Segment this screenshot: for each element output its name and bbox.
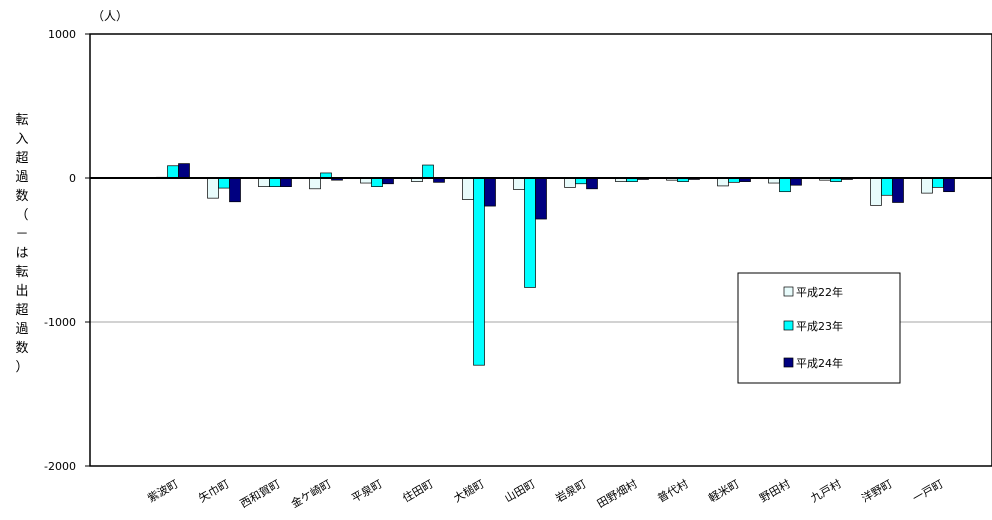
bar (309, 177, 321, 190)
bar (218, 177, 230, 189)
bar (167, 165, 179, 179)
y-tick-label: -2000 (44, 460, 76, 473)
bar (892, 177, 904, 203)
y-axis-label: 転入超過数（－は転出超過数） (15, 113, 28, 375)
category-labels: 紫波町 矢巾町 西和賀町 金ケ崎町 平泉町 住田町 大槌町 山田町 岩泉町 田野畑村 普代村 軽米町野… (145, 476, 945, 510)
y-tick-label: -1000 (44, 316, 76, 329)
bar (207, 177, 219, 199)
category-label: 平泉町 (349, 476, 385, 505)
category-label: 山田町 (502, 477, 537, 505)
category-label: 普代村 (655, 476, 691, 505)
bar (229, 177, 241, 203)
bar (921, 177, 933, 194)
bar (371, 177, 383, 187)
bar (269, 177, 281, 187)
bar (564, 177, 576, 188)
category-label: 紫波町 (145, 477, 180, 505)
bar (513, 177, 525, 190)
bar (932, 177, 944, 188)
y-ticks: 1000 0 -1000 -2000 (44, 28, 90, 473)
y-tick-label: 1000 (48, 28, 76, 41)
bar (881, 177, 893, 196)
bar (422, 164, 434, 179)
category-label: 大槌町 (451, 476, 487, 505)
bar (524, 177, 536, 288)
bar (178, 163, 190, 179)
category-label: 洋野町 (859, 476, 895, 505)
legend-swatch (783, 320, 794, 331)
bar (535, 177, 547, 220)
category-label: 九戸村 (808, 476, 844, 505)
legend-swatch (783, 286, 794, 297)
bar (258, 177, 270, 187)
category-label: 住田町 (400, 476, 436, 505)
legend-label: 平成22年 (796, 285, 843, 299)
bar (586, 177, 598, 190)
category-label: 野田村 (757, 476, 793, 505)
legend-label: 平成23年 (796, 319, 843, 333)
category-label: 一戸町 (910, 477, 945, 505)
unit-label: （人） (92, 9, 128, 23)
bar (870, 177, 882, 206)
bar (473, 177, 485, 366)
category-label: 軽米町 (706, 477, 741, 505)
legend-label: 平成24年 (796, 356, 843, 370)
plot-frame (89, 33, 992, 467)
bar (779, 177, 791, 193)
category-label: 岩泉町 (553, 476, 589, 505)
bar (717, 177, 729, 187)
y-tick-label: 0 (69, 172, 76, 185)
legend-swatch (783, 357, 794, 368)
bar (790, 177, 802, 186)
y-axis-title: 転入超過数（－は転出超過数） (15, 113, 28, 375)
bar (280, 177, 292, 187)
bar (484, 177, 496, 207)
category-label: 金ケ崎町 (288, 476, 333, 510)
bar (943, 177, 955, 193)
legend-box (737, 272, 901, 384)
bar (462, 177, 474, 200)
category-label: 田野畑村 (594, 476, 639, 510)
category-label: 矢巾町 (196, 476, 232, 505)
category-label: 西和賀町 (238, 477, 283, 510)
